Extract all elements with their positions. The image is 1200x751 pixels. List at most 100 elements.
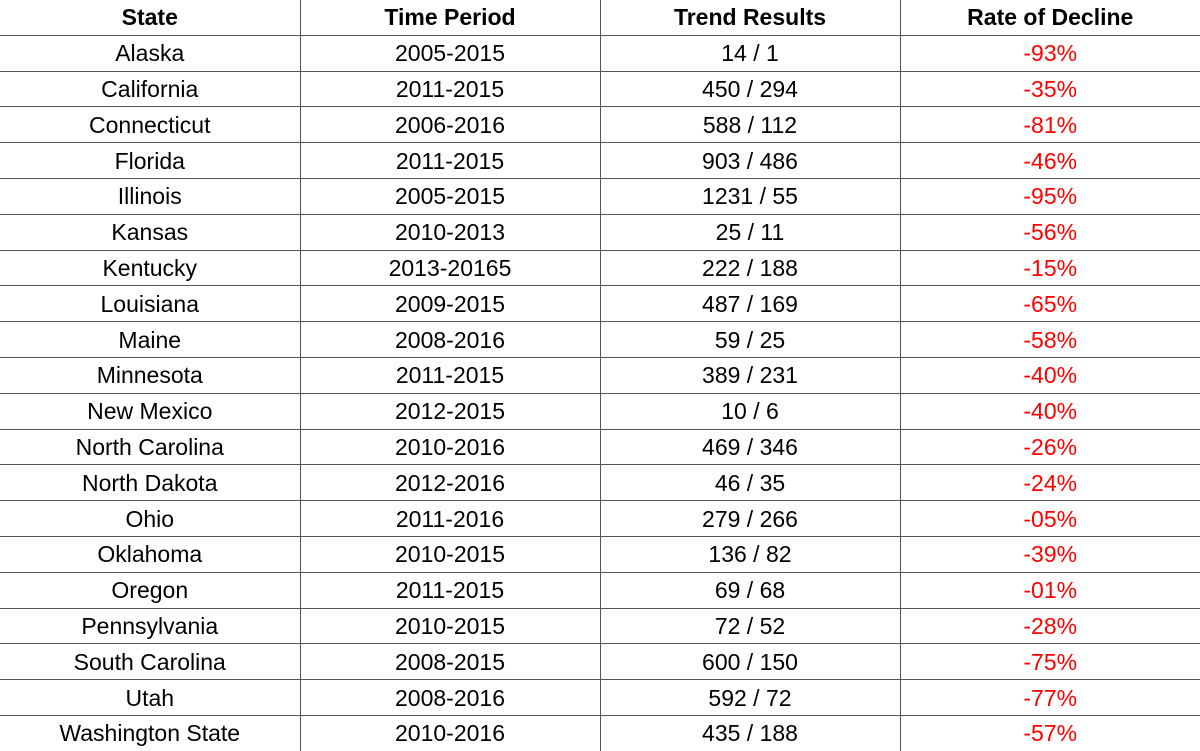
header-trend-results: Trend Results [599, 0, 901, 36]
header-rate-of-decline: Rate of Decline [899, 0, 1200, 36]
cell-trend-results: 487 / 169 [599, 285, 901, 323]
table-row: Pennsylvania 2010-2015 72 / 52 -28% [0, 607, 1200, 645]
cell-rate-of-decline: -40% [899, 392, 1200, 430]
cell-time-period: 2008-2016 [299, 679, 601, 716]
cell-time-period: 2011-2015 [299, 142, 601, 179]
cell-trend-results: 10 / 6 [599, 392, 901, 430]
cell-trend-results: 72 / 52 [599, 607, 901, 645]
cell-rate-of-decline: -56% [899, 213, 1200, 251]
table-row: Louisiana 2009-2015 487 / 169 -65% [0, 285, 1200, 323]
cell-time-period: 2008-2015 [299, 643, 601, 681]
cell-time-period: 2011-2016 [299, 500, 601, 537]
cell-trend-results: 59 / 25 [599, 321, 901, 358]
cell-rate-of-decline: -65% [899, 285, 1200, 323]
cell-rate-of-decline: -46% [899, 142, 1200, 179]
table-row: Ohio 2011-2016 279 / 266 -05% [0, 500, 1200, 537]
cell-state: Utah [0, 679, 301, 716]
cell-state: Alaska [0, 34, 301, 72]
cell-time-period: 2011-2015 [299, 571, 601, 609]
table-row: Illinois 2005-2015 1231 / 55 -95% [0, 177, 1200, 215]
cell-rate-of-decline: -01% [899, 571, 1200, 609]
table-row: New Mexico 2012-2015 10 / 6 -40% [0, 392, 1200, 430]
table-row: North Carolina 2010-2016 469 / 346 -26% [0, 428, 1200, 466]
cell-trend-results: 469 / 346 [599, 428, 901, 466]
table-row: Oklahoma 2010-2015 136 / 82 -39% [0, 535, 1200, 573]
cell-state: North Carolina [0, 428, 301, 466]
header-row: State Time Period Trend Results Rate of … [0, 0, 1200, 36]
cell-rate-of-decline: -15% [899, 249, 1200, 287]
cell-state: Kentucky [0, 249, 301, 287]
table-row: Florida 2011-2015 903 / 486 -46% [0, 142, 1200, 179]
table-row: Washington State 2010-2016 435 / 188 -57% [0, 714, 1200, 751]
cell-trend-results: 435 / 188 [599, 714, 901, 751]
cell-rate-of-decline: -58% [899, 321, 1200, 358]
cell-state: New Mexico [0, 392, 301, 430]
table-row: Utah 2008-2016 592 / 72 -77% [0, 679, 1200, 716]
cell-state: California [0, 70, 301, 108]
cell-rate-of-decline: -28% [899, 607, 1200, 645]
table-row: Oregon 2011-2015 69 / 68 -01% [0, 571, 1200, 609]
cell-state: Florida [0, 142, 301, 179]
cell-state: South Carolina [0, 643, 301, 681]
table-row: Kentucky 2013-20165 222 / 188 -15% [0, 249, 1200, 287]
cell-state: Ohio [0, 500, 301, 537]
cell-trend-results: 14 / 1 [599, 34, 901, 72]
cell-time-period: 2010-2013 [299, 213, 601, 251]
cell-state: Oklahoma [0, 535, 301, 573]
table-row: Maine 2008-2016 59 / 25 -58% [0, 321, 1200, 358]
cell-rate-of-decline: -93% [899, 34, 1200, 72]
cell-rate-of-decline: -75% [899, 643, 1200, 681]
table-row: Kansas 2010-2013 25 / 11 -56% [0, 213, 1200, 251]
cell-state: Louisiana [0, 285, 301, 323]
cell-trend-results: 46 / 35 [599, 464, 901, 502]
cell-trend-results: 450 / 294 [599, 70, 901, 108]
cell-time-period: 2005-2015 [299, 177, 601, 215]
cell-time-period: 2006-2016 [299, 106, 601, 144]
cell-trend-results: 69 / 68 [599, 571, 901, 609]
cell-rate-of-decline: -57% [899, 714, 1200, 751]
table-body: Alaska 2005-2015 14 / 1 -93% California 2011-… [0, 34, 1200, 751]
cell-state: Washington State [0, 714, 301, 751]
cell-state: Pennsylvania [0, 607, 301, 645]
cell-state: Connecticut [0, 106, 301, 144]
cell-rate-of-decline: -40% [899, 356, 1200, 394]
cell-trend-results: 903 / 486 [599, 142, 901, 179]
cell-state: Oregon [0, 571, 301, 609]
cell-state: Illinois [0, 177, 301, 215]
cell-rate-of-decline: -77% [899, 679, 1200, 716]
cell-state: Kansas [0, 213, 301, 251]
cell-time-period: 2005-2015 [299, 34, 601, 72]
cell-rate-of-decline: -81% [899, 106, 1200, 144]
cell-state: Maine [0, 321, 301, 358]
cell-time-period: 2008-2016 [299, 321, 601, 358]
cell-trend-results: 25 / 11 [599, 213, 901, 251]
table-row: California 2011-2015 450 / 294 -35% [0, 70, 1200, 108]
cell-time-period: 2010-2016 [299, 714, 601, 751]
table-row: South Carolina 2008-2015 600 / 150 -75% [0, 643, 1200, 681]
cell-rate-of-decline: -24% [899, 464, 1200, 502]
cell-trend-results: 279 / 266 [599, 500, 901, 537]
cell-time-period: 2009-2015 [299, 285, 601, 323]
cell-trend-results: 588 / 112 [599, 106, 901, 144]
table-row: Minnesota 2011-2015 389 / 231 -40% [0, 356, 1200, 394]
cell-time-period: 2010-2016 [299, 428, 601, 466]
cell-trend-results: 1231 / 55 [599, 177, 901, 215]
cell-time-period: 2011-2015 [299, 356, 601, 394]
cell-trend-results: 600 / 150 [599, 643, 901, 681]
cell-trend-results: 136 / 82 [599, 535, 901, 573]
cell-rate-of-decline: -05% [899, 500, 1200, 537]
cell-time-period: 2011-2015 [299, 70, 601, 108]
cell-rate-of-decline: -35% [899, 70, 1200, 108]
cell-time-period: 2012-2016 [299, 464, 601, 502]
table-row: Alaska 2005-2015 14 / 1 -93% [0, 34, 1200, 72]
cell-trend-results: 592 / 72 [599, 679, 901, 716]
cell-time-period: 2012-2015 [299, 392, 601, 430]
table-row: North Dakota 2012-2016 46 / 35 -24% [0, 464, 1200, 502]
cell-rate-of-decline: -39% [899, 535, 1200, 573]
cell-time-period: 2010-2015 [299, 535, 601, 573]
cell-trend-results: 222 / 188 [599, 249, 901, 287]
cell-state: North Dakota [0, 464, 301, 502]
table-row: Connecticut 2006-2016 588 / 112 -81% [0, 106, 1200, 144]
cell-trend-results: 389 / 231 [599, 356, 901, 394]
